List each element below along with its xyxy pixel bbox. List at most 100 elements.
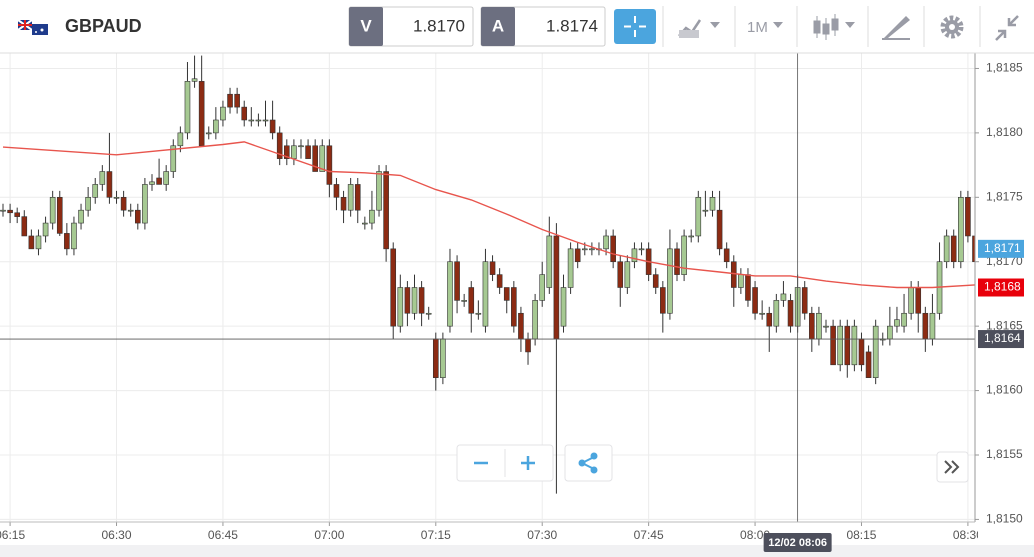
candle-body — [532, 300, 538, 340]
draw-button[interactable] — [882, 16, 910, 40]
candle-body — [730, 261, 737, 288]
candle-body — [489, 261, 496, 275]
ask-label: A — [492, 16, 504, 35]
bid-price: 1.8170 — [413, 16, 465, 35]
candle-body — [617, 261, 624, 288]
candle-body — [432, 338, 439, 378]
candle-body — [908, 287, 914, 314]
candle-body — [0, 209, 6, 212]
candle-style-button[interactable] — [813, 14, 855, 40]
candle-body — [468, 287, 475, 314]
x-tick-label: 06:30 — [102, 528, 132, 542]
candle-body — [92, 184, 99, 198]
candle-body — [809, 312, 815, 340]
candle-body — [752, 287, 758, 314]
candle-body — [745, 274, 751, 301]
candle-body — [844, 325, 851, 366]
flag — [17, 19, 48, 35]
y-tick-label: 1,8180 — [986, 125, 1023, 139]
candle-body — [723, 248, 730, 263]
candle-body — [298, 145, 304, 148]
candle-body — [589, 248, 595, 251]
crosshair-x-badge — [763, 533, 832, 552]
candle-body — [624, 261, 631, 288]
candle-body — [865, 351, 872, 378]
price-marker-label: 1,8171 — [984, 241, 1021, 255]
price-marker-label: 1,8168 — [984, 280, 1021, 294]
x-tick-label: 08:30 — [953, 528, 983, 542]
candle-body — [638, 248, 645, 251]
candle-body — [440, 338, 446, 378]
candle-body — [326, 145, 333, 185]
y-tick-label: 1,8165 — [986, 318, 1023, 332]
candle-body — [837, 325, 843, 366]
candle-body — [184, 81, 191, 134]
candle-body — [425, 312, 432, 315]
candle-body — [369, 209, 375, 224]
share-button[interactable] — [564, 444, 613, 482]
candle-body — [205, 132, 212, 135]
candle-body — [305, 145, 311, 159]
x-tick-label: 08:00 — [740, 528, 770, 542]
timeframe-button[interactable]: 1M — [747, 19, 783, 36]
candle-body — [78, 209, 84, 224]
chart-type-button[interactable] — [678, 19, 720, 38]
candle-body — [135, 209, 141, 224]
y-tick-label: 1,8160 — [986, 383, 1023, 397]
candle-body — [312, 145, 318, 172]
candle-body — [511, 287, 517, 327]
y-tick-label: 1,8150 — [986, 512, 1023, 526]
candle-body — [283, 145, 290, 159]
x-tick-label: 07:00 — [314, 528, 344, 542]
candle-body — [383, 171, 389, 250]
candle-body — [99, 171, 106, 185]
candle-body — [411, 287, 418, 314]
candle-body — [539, 274, 546, 301]
candle-body — [901, 312, 907, 327]
candle-body — [553, 235, 560, 340]
candle-body — [354, 184, 361, 211]
candle-body — [390, 248, 397, 327]
crosshair-y-badge — [978, 330, 1024, 349]
candle-body — [681, 235, 687, 275]
candle-body — [28, 235, 35, 250]
scroll-right-button[interactable] — [936, 451, 969, 483]
bid-button[interactable]: V 1.8170 — [348, 6, 474, 47]
candle-body — [702, 209, 709, 212]
candle-body — [773, 300, 780, 327]
bid-label: V — [360, 16, 372, 35]
candle-body — [319, 145, 326, 172]
crosshair-button[interactable] — [614, 9, 656, 44]
candle-body — [177, 132, 184, 147]
candle-body — [688, 235, 695, 238]
ask-price: 1.8174 — [546, 16, 598, 35]
candle-body — [574, 248, 581, 263]
candle-body — [475, 312, 482, 315]
ask-button[interactable]: A 1.8174 — [480, 6, 606, 47]
zoom-in-button[interactable] — [521, 456, 535, 470]
candle-body — [71, 222, 77, 250]
x-tick-label: 07:15 — [421, 528, 451, 542]
moving-average — [2, 141, 975, 289]
candle-body — [106, 171, 113, 198]
x-tick-label: 08:15 — [846, 528, 876, 542]
x-tick-label: 07:45 — [634, 528, 664, 542]
candle-body — [546, 235, 553, 288]
candle-body — [397, 287, 404, 327]
settings-button[interactable] — [940, 15, 964, 39]
collapse-button[interactable] — [995, 15, 1019, 41]
bottom-strip — [0, 545, 1034, 557]
y-tick-label: 1,8185 — [986, 61, 1023, 75]
candle-body — [830, 325, 836, 366]
crosshair-x-label: 12/02 08:06 — [768, 537, 827, 549]
candle-body — [340, 197, 347, 211]
candle-body — [56, 197, 63, 234]
candle-body — [958, 197, 964, 263]
candle-body — [631, 248, 638, 263]
candle-body — [248, 119, 255, 122]
candle-body — [127, 209, 134, 212]
candle-body — [113, 197, 120, 199]
